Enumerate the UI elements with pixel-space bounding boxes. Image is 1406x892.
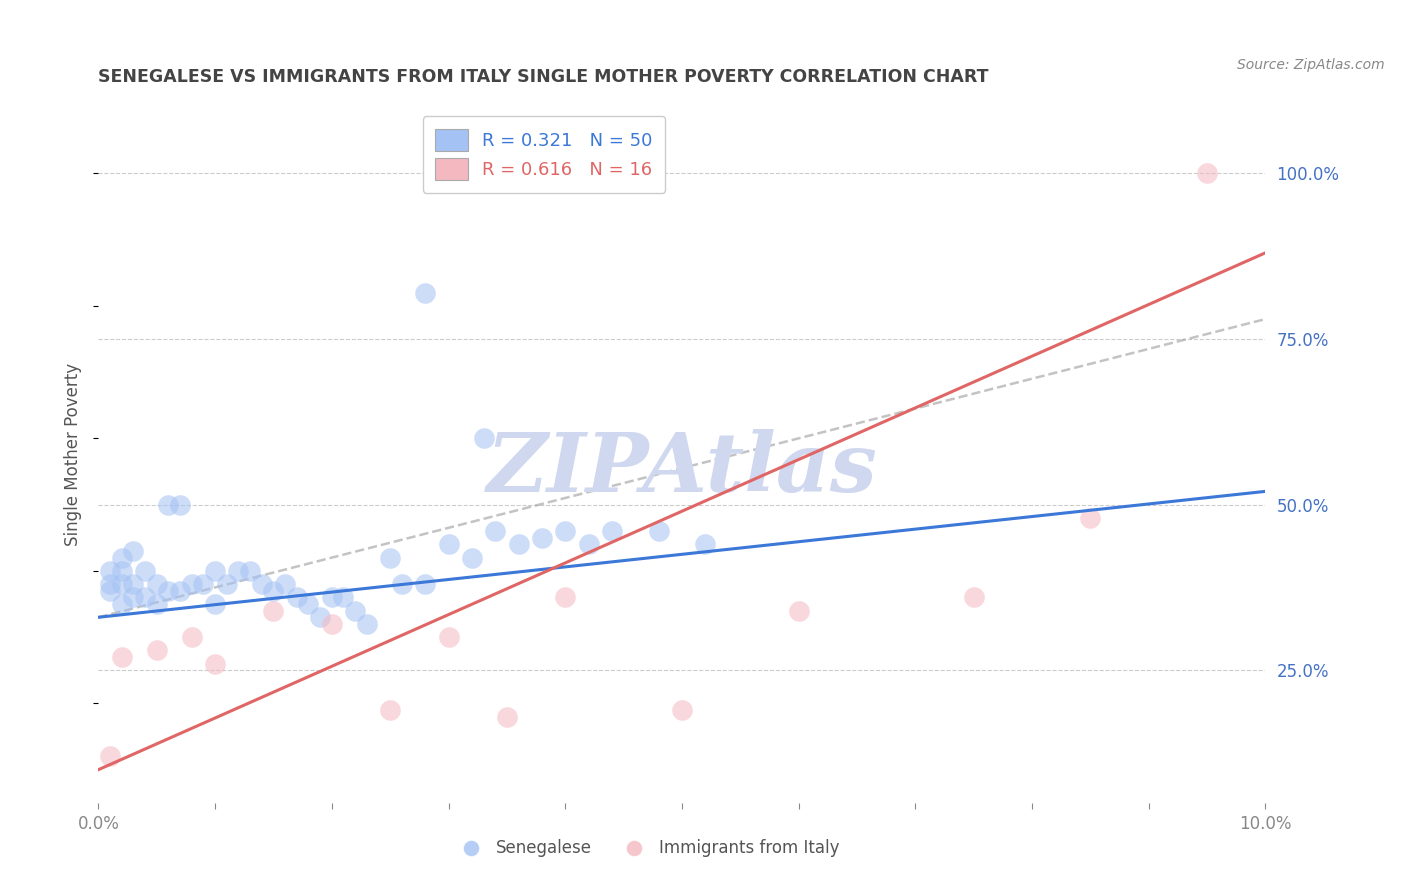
Point xyxy=(332,591,354,605)
Point xyxy=(98,577,121,591)
Point xyxy=(111,577,134,591)
Point xyxy=(157,583,180,598)
Point xyxy=(413,285,436,300)
Point xyxy=(146,597,169,611)
Point xyxy=(262,604,284,618)
Point xyxy=(180,577,202,591)
Text: SENEGALESE VS IMMIGRANTS FROM ITALY SINGLE MOTHER POVERTY CORRELATION CHART: SENEGALESE VS IMMIGRANTS FROM ITALY SING… xyxy=(98,68,988,86)
Point xyxy=(169,498,191,512)
Point xyxy=(554,524,576,538)
Point xyxy=(380,703,402,717)
Point xyxy=(146,577,169,591)
Point xyxy=(309,610,332,624)
Point xyxy=(297,597,319,611)
Point xyxy=(204,564,226,578)
Text: ZIPAtlas: ZIPAtlas xyxy=(486,429,877,508)
Y-axis label: Single Mother Poverty: Single Mother Poverty xyxy=(65,363,83,547)
Point xyxy=(111,597,134,611)
Point xyxy=(321,616,343,631)
Point xyxy=(98,564,121,578)
Point xyxy=(204,657,226,671)
Point xyxy=(578,537,600,551)
Point xyxy=(169,583,191,598)
Point xyxy=(695,537,717,551)
Point xyxy=(146,643,169,657)
Point xyxy=(962,591,984,605)
Point xyxy=(262,583,284,598)
Point xyxy=(391,577,413,591)
Point xyxy=(671,703,693,717)
Point xyxy=(180,630,202,644)
Point xyxy=(1080,511,1102,525)
Point xyxy=(461,550,484,565)
Point xyxy=(380,550,402,565)
Point xyxy=(239,564,262,578)
Point xyxy=(122,577,145,591)
Legend: Senegalese, Immigrants from Italy: Senegalese, Immigrants from Italy xyxy=(449,833,846,864)
Point xyxy=(356,616,378,631)
Point xyxy=(484,524,506,538)
Point xyxy=(111,564,134,578)
Point xyxy=(122,544,145,558)
Point xyxy=(554,591,576,605)
Point xyxy=(134,591,156,605)
Point xyxy=(274,577,297,591)
Point xyxy=(98,583,121,598)
Point xyxy=(437,630,460,644)
Point xyxy=(215,577,238,591)
Point xyxy=(98,749,121,764)
Point xyxy=(344,604,367,618)
Point xyxy=(321,591,343,605)
Point xyxy=(530,531,553,545)
Point xyxy=(204,597,226,611)
Point xyxy=(250,577,273,591)
Point xyxy=(1195,166,1218,180)
Text: Source: ZipAtlas.com: Source: ZipAtlas.com xyxy=(1237,58,1385,72)
Point xyxy=(122,591,145,605)
Point xyxy=(285,591,308,605)
Point xyxy=(787,604,810,618)
Point xyxy=(111,550,134,565)
Point xyxy=(134,564,156,578)
Point xyxy=(437,537,460,551)
Point xyxy=(600,524,623,538)
Point xyxy=(508,537,530,551)
Point xyxy=(193,577,215,591)
Point xyxy=(228,564,250,578)
Point xyxy=(496,709,519,723)
Point xyxy=(413,577,436,591)
Point xyxy=(157,498,180,512)
Point xyxy=(111,650,134,665)
Point xyxy=(472,431,495,445)
Point xyxy=(647,524,669,538)
